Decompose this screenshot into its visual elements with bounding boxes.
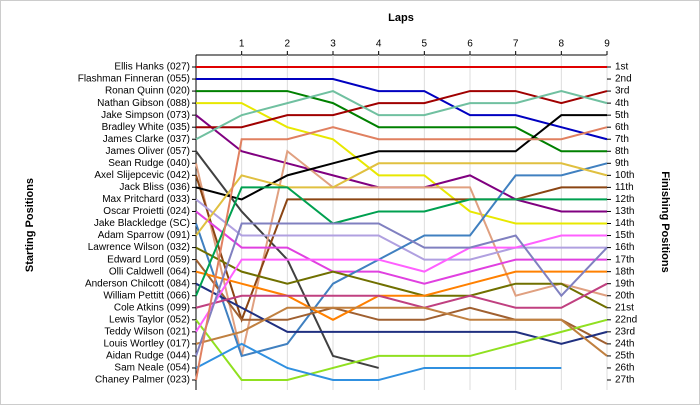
position-line [195, 306, 608, 357]
finishing-label: 9th [615, 158, 629, 169]
finishing-label: 20th [615, 290, 634, 301]
position-line [195, 162, 608, 237]
starting-label: Axel Slijepcevic (042) [94, 170, 190, 181]
position-line [195, 318, 608, 381]
starting-label: Lawrence Wilson (032) [88, 242, 190, 253]
finishing-label: 6th [615, 122, 629, 133]
starting-label: James Clarke (037) [103, 134, 190, 145]
finishing-label: 21st [615, 302, 634, 313]
position-line [195, 342, 562, 381]
position-line [195, 210, 607, 285]
starting-label: James Oliver (057) [106, 146, 190, 157]
starting-label: William Pettitt (066) [103, 290, 190, 301]
starting-label: Oscar Proietti (024) [103, 206, 190, 217]
starting-label: Nathan Gibson (088) [97, 98, 190, 109]
finishing-label: 25th [615, 351, 634, 362]
starting-label: Cole Atkins (099) [114, 302, 190, 313]
starting-label: Flashman Finneran (055) [78, 74, 190, 85]
finishing-label: 19th [615, 278, 634, 289]
position-line [195, 282, 608, 309]
x-tick-label: 6 [467, 39, 473, 50]
position-line [195, 162, 608, 358]
starting-label: Chaney Palmer (023) [95, 375, 190, 386]
finishing-label: 8th [615, 146, 629, 157]
starting-label: Sam Neale (054) [114, 363, 190, 374]
position-line [196, 102, 607, 225]
finishing-label: 13th [615, 206, 634, 217]
x-tick-label: 9 [604, 39, 610, 50]
finishing-label: 26th [615, 363, 634, 374]
y-axis-title: Starting Positions [24, 178, 36, 272]
position-line [195, 186, 607, 297]
finishing-label: 16th [615, 242, 634, 253]
starting-label: Jake Simpson (073) [101, 110, 190, 121]
position-line [195, 90, 608, 141]
x-tick-label: 8 [559, 39, 565, 50]
position-line [195, 149, 608, 357]
x-tick-label: 4 [376, 39, 382, 50]
x-tick-label: 3 [330, 39, 336, 50]
starting-label: Olli Caldwell (064) [109, 266, 190, 277]
finishing-label: 27th [615, 375, 634, 386]
finishing-label: 1st [615, 62, 629, 73]
starting-label: Teddy Wilson (021) [104, 326, 190, 337]
starting-label: Max Pritchard (033) [102, 194, 190, 205]
starting-label: Sean Rudge (040) [108, 158, 190, 169]
position-line [195, 234, 607, 333]
finishing-label: 18th [615, 266, 634, 277]
finishing-label: 3rd [615, 86, 629, 97]
finishing-label: 2nd [615, 74, 632, 85]
finishing-label: 14th [615, 218, 634, 229]
x-tick-label: 1 [239, 39, 245, 50]
chart-title: Laps [388, 12, 414, 24]
finishing-label: 17th [615, 254, 634, 265]
position-line [195, 126, 608, 381]
x-tick-label: 7 [513, 39, 519, 50]
starting-label: Aidan Rudge (044) [106, 351, 190, 362]
starting-label: Anderson Chilcott (084) [85, 278, 190, 289]
finishing-label: 5th [615, 110, 629, 121]
starting-label: Adam Sparrow (091) [98, 230, 190, 241]
x-tick-label: 5 [422, 39, 428, 50]
finishing-label: 15th [615, 230, 634, 241]
starting-label: Lewis Taylor (052) [109, 314, 190, 325]
finishing-label: 7th [615, 134, 629, 145]
finishing-label: 22nd [615, 314, 637, 325]
y2-axis-title: Finishing Positions [659, 171, 671, 272]
position-line [196, 78, 608, 141]
starting-label: Ronan Quinn (020) [105, 86, 190, 97]
finishing-label: 11th [615, 182, 634, 193]
starting-label: Louis Wortley (017) [103, 339, 190, 350]
x-tick-label: 2 [285, 39, 291, 50]
finishing-label: 4th [615, 98, 629, 109]
starting-label: Jake Blackledge (SC) [94, 218, 190, 229]
position-line [195, 222, 608, 357]
starting-label: Edward Lord (059) [107, 254, 190, 265]
finishing-label: 24th [615, 339, 634, 350]
finishing-label: 10th [615, 170, 634, 181]
finishing-label: 23rd [615, 326, 635, 337]
starting-label: Bradley White (035) [102, 122, 190, 133]
position-line [195, 270, 607, 321]
starting-label: Ellis Hanks (027) [114, 62, 190, 73]
position-line [195, 246, 608, 309]
finishing-label: 12th [615, 194, 634, 205]
starting-label: Jack Bliss (036) [119, 182, 190, 193]
